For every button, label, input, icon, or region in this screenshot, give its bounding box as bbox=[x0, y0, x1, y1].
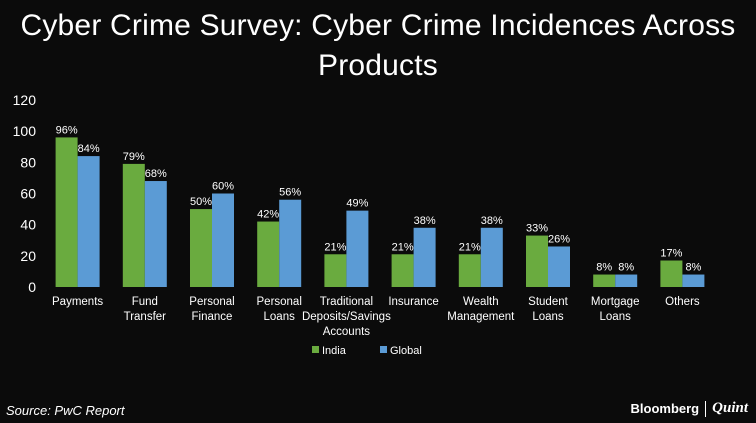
bar-india-5 bbox=[391, 254, 414, 287]
bar-global-1 bbox=[144, 181, 167, 287]
bar-india-3 bbox=[257, 221, 280, 287]
data-label-india-1: 79% bbox=[123, 151, 145, 163]
y-tick-label-40: 40 bbox=[20, 217, 36, 233]
bar-global-2 bbox=[212, 193, 234, 287]
category-label-line: Student bbox=[528, 296, 568, 308]
chart-title-line-2: Products bbox=[318, 49, 438, 82]
category-label-line: Personal bbox=[257, 296, 302, 308]
bar-global-5 bbox=[413, 227, 436, 287]
category-label-4: Traditional Deposits/Savings Accounts bbox=[302, 296, 391, 338]
category-label-line: Wealth bbox=[463, 296, 499, 308]
bar-india-4 bbox=[324, 254, 347, 287]
bar-global-6 bbox=[480, 227, 503, 287]
bar-global-7 bbox=[548, 246, 570, 287]
data-label-global-4: 49% bbox=[346, 198, 368, 210]
data-label-global-3: 56% bbox=[279, 187, 301, 199]
brand-bloomberg: Bloomberg bbox=[630, 401, 700, 416]
category-label-2: Personal Finance bbox=[189, 296, 234, 323]
category-label-9: Others bbox=[665, 296, 700, 308]
data-label-global-8: 8% bbox=[618, 262, 634, 274]
category-label-line: Loans bbox=[264, 311, 296, 323]
bar-india-1 bbox=[122, 163, 145, 287]
data-label-india-8: 8% bbox=[596, 262, 612, 274]
bar-india-7 bbox=[526, 235, 548, 287]
chart-title-line-1: Cyber Crime Survey: Cyber Crime Incidenc… bbox=[20, 9, 736, 42]
category-label-8: Mortgage Loans bbox=[591, 296, 640, 323]
legend-swatch-india bbox=[312, 346, 319, 353]
category-label-5: Insurance bbox=[388, 296, 439, 308]
data-label-india-5: 21% bbox=[392, 241, 414, 253]
category-label-line: Finance bbox=[192, 311, 233, 323]
legend-swatch-global bbox=[380, 346, 387, 353]
data-label-india-2: 50% bbox=[190, 196, 212, 208]
brand-separator bbox=[705, 400, 707, 417]
brand-quint: Quint bbox=[712, 400, 748, 416]
data-label-global-7: 26% bbox=[548, 233, 570, 245]
legend-label-global: Global bbox=[390, 345, 422, 357]
bar-india-9 bbox=[660, 260, 683, 287]
brand-logo: Bloomberg Quint bbox=[631, 400, 748, 417]
y-tick-label-60: 60 bbox=[20, 186, 36, 202]
data-label-india-0: 96% bbox=[56, 124, 78, 136]
category-label-0: Payments bbox=[52, 296, 103, 308]
bar-global-8 bbox=[615, 274, 638, 287]
bar-global-4 bbox=[346, 210, 369, 287]
source-note: Source: PwC Report bbox=[6, 403, 125, 418]
bar-india-6 bbox=[458, 254, 481, 287]
y-tick-label-80: 80 bbox=[20, 154, 36, 170]
category-label-6: Wealth Management bbox=[447, 296, 515, 323]
bar-india-8 bbox=[593, 274, 616, 287]
data-label-global-6: 38% bbox=[481, 215, 503, 227]
category-label-1: Fund Transfer bbox=[124, 296, 167, 323]
category-label-line: Mortgage bbox=[591, 296, 640, 308]
data-label-global-1: 68% bbox=[145, 168, 167, 180]
chart-title: Cyber Crime Survey: Cyber Crime Incidenc… bbox=[0, 6, 756, 86]
data-label-global-5: 38% bbox=[414, 215, 436, 227]
bar-global-9 bbox=[682, 274, 705, 287]
category-label-3: Personal Loans bbox=[257, 296, 302, 323]
category-label-line: Management bbox=[447, 311, 515, 323]
category-label-7: Student Loans bbox=[528, 296, 568, 323]
category-label-line: Others bbox=[665, 296, 700, 308]
category-label-line: Insurance bbox=[388, 296, 439, 308]
category-label-line: Traditional bbox=[320, 296, 373, 308]
data-label-india-6: 21% bbox=[459, 241, 481, 253]
bar-india-2 bbox=[190, 209, 212, 287]
bar-global-3 bbox=[279, 199, 302, 287]
category-label-line: Fund bbox=[132, 296, 158, 308]
bar-global-0 bbox=[77, 156, 100, 287]
y-tick-label-0: 0 bbox=[28, 279, 36, 295]
data-label-india-7: 33% bbox=[526, 223, 548, 235]
category-label-line: Personal bbox=[189, 296, 234, 308]
category-label-line: Accounts bbox=[323, 326, 371, 338]
data-label-india-3: 42% bbox=[257, 209, 279, 221]
data-label-global-2: 60% bbox=[212, 181, 234, 193]
bar-india-0 bbox=[55, 137, 78, 287]
data-label-india-4: 21% bbox=[324, 241, 346, 253]
data-label-global-9: 8% bbox=[685, 262, 701, 274]
category-label-line: Payments bbox=[52, 296, 103, 308]
y-tick-label-120: 120 bbox=[13, 92, 37, 108]
legend-label-india: India bbox=[322, 345, 347, 357]
data-label-global-0: 84% bbox=[78, 143, 100, 155]
category-label-line: Loans bbox=[600, 311, 632, 323]
category-label-line: Deposits/Savings bbox=[302, 311, 391, 323]
y-tick-label-20: 20 bbox=[20, 248, 36, 264]
data-label-india-9: 17% bbox=[660, 248, 682, 260]
y-tick-label-100: 100 bbox=[13, 123, 37, 139]
category-label-line: Transfer bbox=[124, 311, 167, 323]
category-label-line: Loans bbox=[532, 311, 564, 323]
